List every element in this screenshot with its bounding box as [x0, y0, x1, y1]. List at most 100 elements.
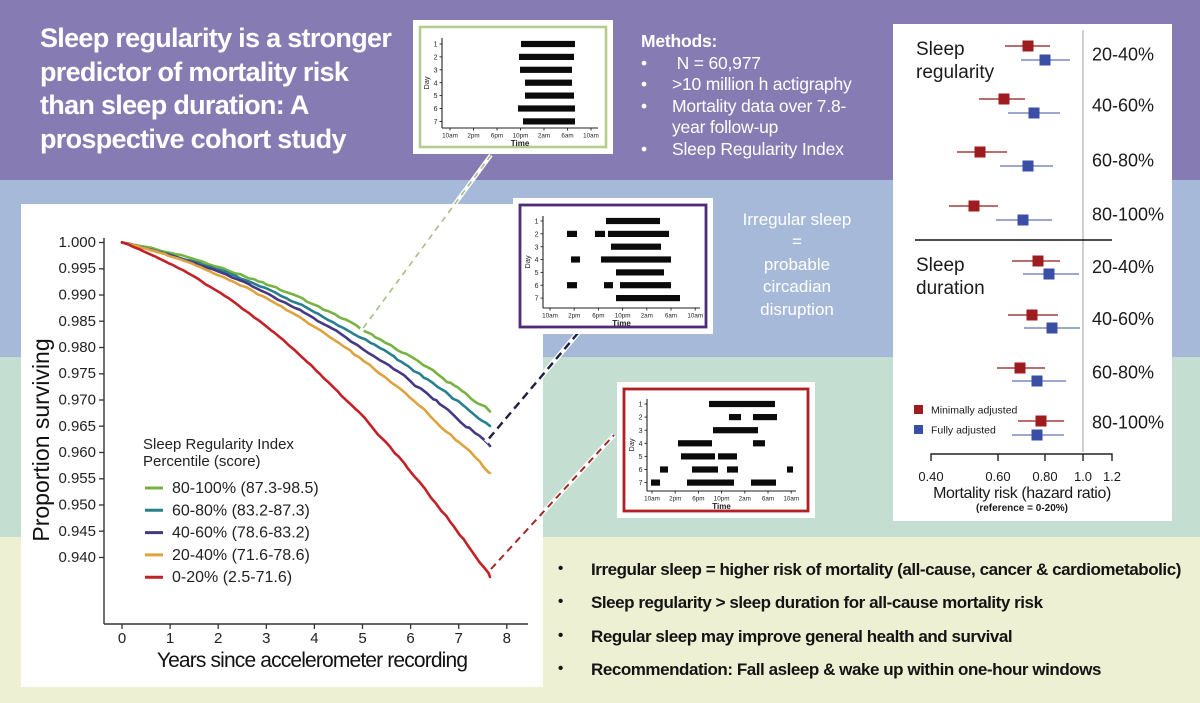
svg-text:0.950: 0.950	[58, 497, 96, 514]
svg-text:Time: Time	[612, 319, 631, 328]
svg-text:(reference = 0-20%): (reference = 0-20%)	[976, 503, 1068, 514]
svg-text:6am: 6am	[665, 313, 677, 320]
svg-text:Mortality risk (hazard ratio): Mortality risk (hazard ratio)	[933, 485, 1111, 502]
svg-text:7: 7	[639, 480, 643, 487]
svg-text:0.945: 0.945	[58, 523, 96, 540]
svg-text:2: 2	[639, 415, 643, 422]
svg-text:Day: Day	[422, 76, 431, 90]
svg-text:Sleep Regularity Index: Sleep Regularity Index	[143, 436, 294, 453]
svg-text:0.985: 0.985	[58, 313, 96, 330]
svg-text:60-80% (83.2-87.3): 60-80% (83.2-87.3)	[172, 502, 310, 519]
svg-text:2am: 2am	[538, 133, 550, 140]
svg-text:0.980: 0.980	[58, 339, 96, 356]
svg-text:80-100% (87.3-98.5): 80-100% (87.3-98.5)	[172, 480, 319, 497]
svg-text:5: 5	[434, 93, 438, 100]
svg-text:Sleep: Sleep	[916, 39, 965, 60]
svg-text:Time: Time	[511, 139, 530, 148]
svg-text:regularity: regularity	[916, 62, 995, 83]
svg-text:2pm: 2pm	[467, 133, 479, 140]
svg-text:0.40: 0.40	[918, 469, 943, 484]
svg-text:3: 3	[262, 630, 270, 647]
svg-text:10am: 10am	[542, 313, 558, 320]
svg-text:duration: duration	[916, 278, 985, 299]
svg-text:0.60: 0.60	[985, 469, 1010, 484]
svg-text:10am: 10am	[783, 496, 799, 503]
svg-text:2am: 2am	[739, 496, 751, 503]
svg-text:7: 7	[434, 119, 438, 126]
svg-text:6pm: 6pm	[692, 496, 704, 503]
svg-text:Sleep: Sleep	[916, 255, 965, 276]
svg-text:6am: 6am	[762, 496, 774, 503]
svg-text:0-20% (2.5-71.6): 0-20% (2.5-71.6)	[172, 569, 292, 586]
svg-text:7: 7	[455, 630, 463, 647]
svg-text:0.990: 0.990	[58, 287, 96, 304]
svg-text:10am: 10am	[687, 313, 703, 320]
svg-text:1: 1	[166, 630, 174, 647]
svg-text:6pm: 6pm	[491, 133, 503, 140]
svg-text:0: 0	[118, 630, 126, 647]
svg-text:Time: Time	[712, 502, 731, 511]
svg-text:1: 1	[434, 42, 438, 49]
svg-text:7: 7	[535, 296, 539, 303]
svg-text:3: 3	[434, 67, 438, 74]
svg-text:6: 6	[406, 630, 414, 647]
svg-text:6: 6	[434, 106, 438, 113]
svg-text:10am: 10am	[583, 133, 599, 140]
svg-text:60-80%: 60-80%	[1092, 151, 1154, 171]
svg-text:2: 2	[214, 630, 222, 647]
svg-text:10pm: 10pm	[714, 496, 730, 503]
svg-text:2am: 2am	[641, 313, 653, 320]
svg-text:0.80: 0.80	[1032, 469, 1057, 484]
svg-text:10am: 10am	[442, 133, 458, 140]
svg-text:2: 2	[535, 231, 539, 238]
svg-text:0.960: 0.960	[58, 444, 96, 461]
svg-text:20-40%: 20-40%	[1092, 257, 1154, 277]
svg-text:Minimally adjusted: Minimally adjusted	[931, 405, 1018, 417]
svg-text:20-40%: 20-40%	[1092, 45, 1154, 65]
svg-text:3: 3	[639, 428, 643, 435]
svg-text:2pm: 2pm	[568, 313, 580, 320]
svg-text:2pm: 2pm	[669, 496, 681, 503]
svg-text:80-100%: 80-100%	[1092, 413, 1164, 433]
svg-text:6am: 6am	[561, 133, 573, 140]
svg-text:Years since accelerometer reco: Years since accelerometer recording	[157, 649, 467, 672]
svg-text:8: 8	[503, 630, 511, 647]
svg-text:1.0: 1.0	[1074, 469, 1092, 484]
svg-text:Fully adjusted: Fully adjusted	[931, 425, 996, 437]
svg-text:10pm: 10pm	[513, 133, 529, 140]
svg-text:2: 2	[434, 55, 438, 62]
svg-text:4: 4	[535, 257, 539, 264]
svg-text:Day: Day	[523, 255, 532, 269]
svg-text:1.000: 1.000	[58, 234, 96, 251]
svg-text:4: 4	[434, 80, 438, 87]
svg-text:60-80%: 60-80%	[1092, 363, 1154, 383]
svg-text:5: 5	[535, 270, 539, 277]
svg-text:0.940: 0.940	[58, 549, 96, 566]
svg-text:Day: Day	[627, 438, 636, 452]
svg-text:5: 5	[358, 630, 366, 647]
svg-text:40-60%: 40-60%	[1092, 96, 1154, 116]
svg-text:80-100%: 80-100%	[1092, 205, 1164, 225]
svg-text:4: 4	[310, 630, 318, 647]
svg-text:6: 6	[535, 283, 539, 290]
svg-text:Percentile (score): Percentile (score)	[143, 453, 261, 470]
svg-text:6: 6	[639, 467, 643, 474]
svg-text:20-40% (71.6-78.6): 20-40% (71.6-78.6)	[172, 547, 310, 564]
svg-text:1: 1	[639, 402, 643, 409]
svg-text:10am: 10am	[644, 496, 660, 503]
svg-text:1: 1	[535, 219, 539, 226]
svg-text:10pm: 10pm	[615, 313, 631, 320]
svg-text:4: 4	[639, 441, 643, 448]
svg-text:0.955: 0.955	[58, 470, 96, 487]
svg-text:6pm: 6pm	[592, 313, 604, 320]
svg-text:3: 3	[535, 244, 539, 251]
svg-text:0.970: 0.970	[58, 392, 96, 409]
svg-text:1.2: 1.2	[1103, 469, 1121, 484]
svg-text:40-60% (78.6-83.2): 40-60% (78.6-83.2)	[172, 525, 310, 542]
svg-text:Proportion surviving: Proportion surviving	[28, 338, 54, 541]
svg-text:40-60%: 40-60%	[1092, 309, 1154, 329]
svg-text:0.995: 0.995	[58, 260, 96, 277]
svg-text:0.975: 0.975	[58, 365, 96, 382]
svg-text:0.965: 0.965	[58, 418, 96, 435]
svg-text:5: 5	[639, 454, 643, 461]
